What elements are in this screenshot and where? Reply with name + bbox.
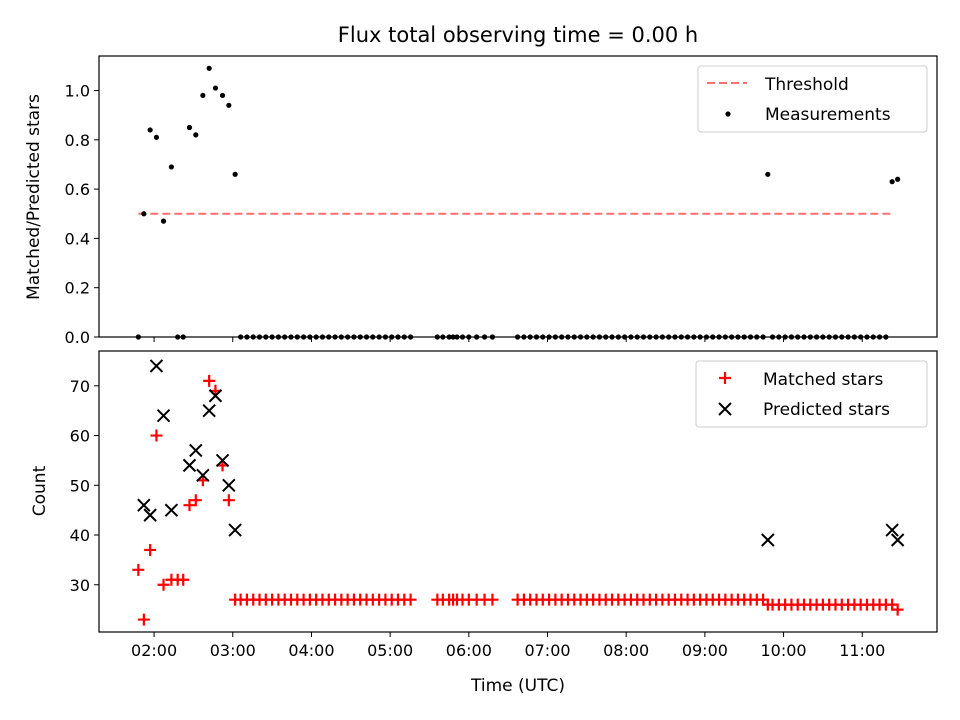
predicted-star-point [164,503,179,517]
predicted-star-point [208,389,223,403]
predicted-star-point [143,508,157,522]
bottom-y-tick-label: 50 [70,476,90,495]
measurement-point [206,65,212,71]
top-y-tick-label: 1.0 [65,82,90,101]
top-panel: 0.0 0.2 0.4 0.6 0.8 1.0 Matched/Predicted sta… [24,55,938,347]
legend-threshold-label: Threshold [764,75,849,95]
measurement-point [168,164,174,170]
measurement-point [160,218,167,224]
bottom-y-ticks: 30 40 50 60 70 [70,377,99,595]
bottom-y-tick-label: 60 [70,427,90,446]
measurement-point [889,179,895,185]
bottom-legend-box [695,360,928,428]
predicted-star-point [149,359,164,373]
top-y-tick-label: 0.8 [65,131,90,150]
predicted-star-point [189,443,203,458]
matched-star-point [132,563,145,576]
predicted-star-point [222,478,236,492]
x-tick-label: 05:00 [367,641,413,660]
measurement-point [141,211,147,217]
top-y-ticks: 0.0 0.2 0.4 0.6 0.8 1.0 [65,82,99,347]
matched-star-point [222,494,235,507]
x-tick-label: 06:00 [446,641,492,660]
predicted-star-point [228,523,242,537]
top-legend: Threshold Measurements [697,65,928,133]
legend-predicted-label: Predicted stars [763,400,890,420]
x-tick-label: 07:00 [524,641,570,660]
measurement-point [212,85,219,91]
x-tick-label: 10:00 [761,641,807,660]
bottom-y-tick-label: 70 [70,377,90,396]
measurement-point [186,124,193,131]
predicted-star-point [137,498,151,512]
measurement-point [765,171,771,177]
matched-star-point [183,499,196,512]
measurement-point [219,92,226,99]
top-y-tick-label: 0.2 [65,279,90,298]
matched-star-point [144,543,157,556]
predicted-star-point [890,533,905,547]
predicted-star-point [885,523,899,537]
bottom-marks [132,359,905,626]
matched-star-point [137,613,150,626]
matched-star-point [177,573,190,586]
x-tick-label: 08:00 [603,641,649,660]
predicted-star-point [182,458,197,473]
legend-measurements-label: Measurements [765,105,891,125]
predicted-star-point [196,468,210,483]
x-tick-label: 03:00 [210,641,256,660]
bottom-panel: 30 40 50 60 70 02:00 03:00 04:00 05:00 06:00 07:0… [30,350,938,696]
predicted-star-point [215,453,230,468]
chart-title: Flux total observing time = 0.00 h [338,23,698,47]
top-y-tick-label: 0.4 [65,229,90,248]
matched-star-point [157,578,170,591]
predicted-star-point [761,533,775,547]
bottom-y-tick-label: 30 [70,576,90,595]
x-tick-label: 11:00 [839,641,885,660]
matched-star-point [189,494,202,507]
top-y-tick-label: 0.6 [65,180,90,199]
measurement-point [232,171,238,177]
legend-predicted-swatch [718,402,732,416]
matched-star-point [404,593,417,606]
bottom-y-axis-label: Count [30,465,50,516]
predicted-star-point [156,408,171,423]
legend-measurements-swatch [725,111,731,117]
legend-matched-swatch [719,372,731,384]
top-y-tick-label: 0.0 [65,328,90,347]
measurement-point [200,92,206,99]
x-tick-label: 04:00 [288,641,334,660]
legend-matched-label: Matched stars [763,370,883,390]
bottom-y-tick-label: 40 [70,526,90,545]
matched-star-point [486,593,499,606]
measurement-point [193,132,199,138]
top-x-ticks [153,337,863,342]
matched-star-point [150,429,163,442]
bottom-plot-frame [98,350,938,633]
bottom-legend: Matched stars Predicted stars [695,360,928,428]
predicted-star-point [202,403,216,418]
top-legend-box [697,65,928,133]
measurement-point [226,102,232,108]
x-tick-label: 09:00 [682,641,728,660]
bottom-x-ticks: 02:00 03:00 04:00 05:00 06:00 07:00 08:00 09:00… [131,632,885,660]
matched-star-point [891,603,904,616]
top-plot-frame [98,55,938,338]
x-axis-label: Time (UTC) [470,676,565,696]
measurement-point [895,176,901,182]
x-tick-label: 02:00 [131,641,177,660]
measurement-point [153,134,160,140]
matched-star-point [203,374,216,387]
measurement-point [147,127,153,133]
top-y-axis-label: Matched/Predicted stars [24,94,44,300]
